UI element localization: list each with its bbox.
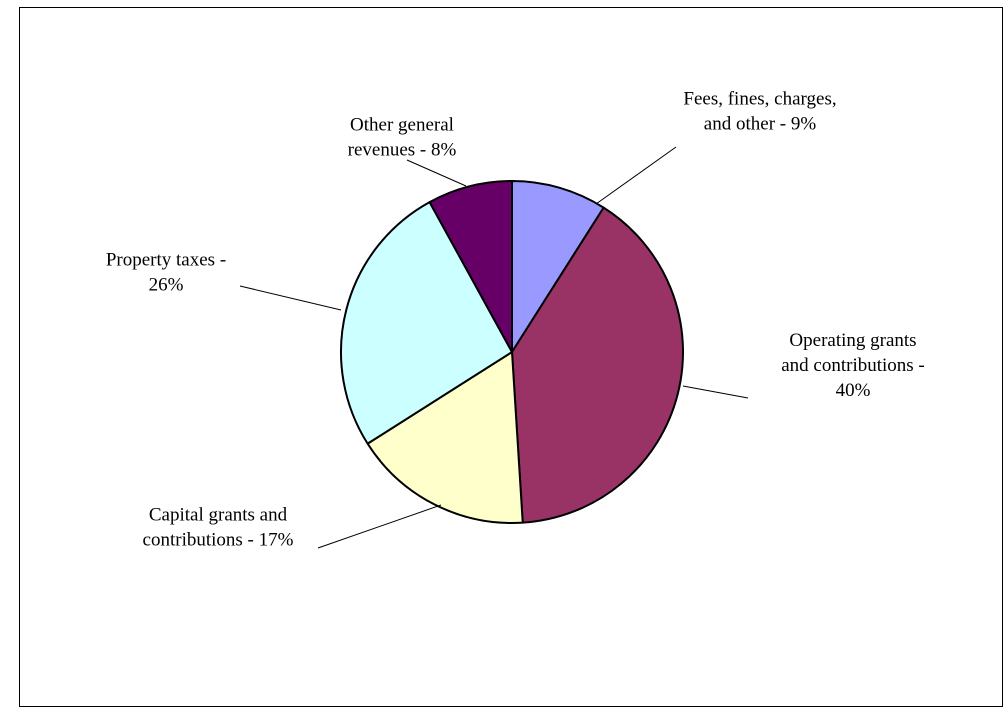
- leader-line-fees-fines-charges-and-other: [595, 146, 677, 205]
- slice-label-line: Capital grants and: [149, 505, 288, 526]
- pie-slice-other-general-revenues: [428, 180, 513, 353]
- slice-label-fees-fines-charges-and-other: Fees, fines, charges, and other - 9%: [683, 89, 836, 135]
- leader-line-capital-grants-and-contributions: [317, 504, 442, 549]
- pie-slice-fees-fines-charges-and-other: [511, 180, 605, 353]
- slice-label-line: contributions - 17%: [143, 530, 294, 551]
- slice-label-line: revenues - 8%: [348, 140, 457, 161]
- pie-slices: [339, 180, 684, 524]
- slice-label-line: 40%: [836, 380, 871, 401]
- slice-label-line: 26%: [149, 275, 184, 296]
- slice-label-operating-grants-and-contributions: Operating grants and contributions - 40%: [781, 330, 925, 401]
- pie-slice-capital-grants-and-contributions: [366, 351, 524, 524]
- slice-label-other-general-revenues: Other general revenues - 8%: [348, 115, 457, 161]
- leader-line-operating-grants-and-contributions: [682, 385, 749, 399]
- slice-label-property-taxes: Property taxes - 26%: [106, 250, 226, 296]
- slice-label-line: and other - 9%: [704, 114, 817, 135]
- leader-line-other-general-revenues: [406, 159, 467, 187]
- leader-line-property-taxes: [239, 285, 342, 311]
- slice-label-line: Fees, fines, charges,: [683, 89, 836, 110]
- label-leader-lines: [239, 146, 749, 549]
- slice-label-line: Property taxes -: [106, 250, 226, 271]
- pie-slice-property-taxes: [339, 201, 513, 445]
- slice-label-line: and contributions -: [781, 355, 925, 376]
- slice-labels: Fees, fines, charges, and other - 9% Opera…: [106, 89, 925, 551]
- slice-label-capital-grants-and-contributions: Capital grants and contributions - 17%: [143, 505, 294, 551]
- slice-label-line: Other general: [350, 115, 454, 136]
- slice-label-line: Operating grants: [789, 330, 916, 351]
- pie-slice-operating-grants-and-contributions: [511, 206, 684, 524]
